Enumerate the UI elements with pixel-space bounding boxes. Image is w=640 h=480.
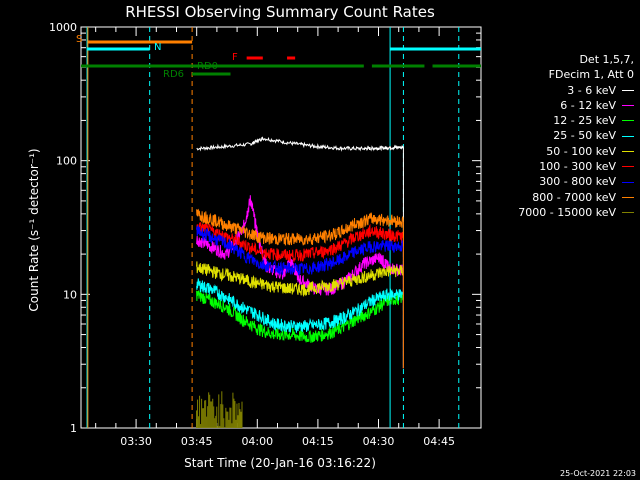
legend-entry-label: 3 - 6 keV — [567, 83, 616, 97]
x-tick-label: 03:30 — [120, 435, 152, 448]
x-tick-label: 04:00 — [241, 435, 273, 448]
legend-swatch — [622, 196, 634, 198]
legend-entry-label: 6 - 12 keV — [560, 98, 616, 112]
legend-entry-label: 800 - 7000 keV — [532, 190, 616, 204]
legend-swatch — [622, 181, 634, 183]
legend-header-line-1: Det 1,5,7, — [579, 53, 634, 66]
legend-swatch — [622, 120, 634, 122]
legend-entry: 12 - 25 keV — [518, 113, 634, 128]
x-tick-label: 04:30 — [363, 435, 395, 448]
generation-timestamp: 25-Oct-2021 22:03 — [560, 469, 636, 478]
flag-label: RD6 — [163, 69, 184, 80]
legend-entry: 800 - 7000 keV — [518, 190, 634, 205]
legend-entry-label: 12 - 25 keV — [553, 114, 616, 128]
legend-entry: 25 - 50 keV — [518, 128, 634, 143]
flag-label: RD0 — [197, 61, 218, 72]
legend-swatch — [622, 89, 634, 91]
legend-entry: 50 - 100 keV — [518, 144, 634, 159]
legend-swatch — [622, 135, 634, 137]
series-line — [196, 222, 404, 262]
legend-entry: 3 - 6 keV — [518, 83, 634, 98]
legend-entry-label: 7000 - 15000 keV — [518, 205, 616, 219]
y-tick-label: 1 — [70, 422, 77, 435]
legend-swatch — [622, 166, 634, 168]
plot-frame — [80, 26, 482, 429]
legend-entry: 300 - 800 keV — [518, 174, 634, 189]
legend-entry: 7000 - 15000 keV — [518, 205, 634, 220]
x-axis-label: Start Time (20-Jan-16 03:16:22) — [184, 456, 376, 470]
legend-entry-label: 300 - 800 keV — [539, 175, 616, 189]
flag-label: F — [232, 52, 238, 63]
x-tick-label: 03:45 — [181, 435, 213, 448]
legend-swatch — [622, 105, 634, 107]
x-tick-label: 04:15 — [302, 435, 334, 448]
series-line — [196, 225, 404, 276]
legend-entry-label: 100 - 300 keV — [539, 160, 616, 174]
legend-entry-label: 25 - 50 keV — [553, 129, 616, 143]
series-line — [196, 195, 404, 296]
legend-entry-label: 50 - 100 keV — [546, 144, 616, 158]
series-line — [196, 278, 404, 333]
y-tick-label: 100 — [56, 155, 77, 168]
legend-header-line-2: FDecim 1, Att 0 — [548, 68, 634, 82]
series-line — [196, 136, 404, 152]
y-tick-label: 1000 — [49, 21, 77, 34]
legend-entry: 6 - 12 keV — [518, 98, 634, 113]
series-line — [196, 290, 404, 343]
series-line — [196, 208, 404, 246]
y-tick-label: 10 — [63, 288, 77, 301]
flag-label: N — [154, 42, 161, 53]
legend-swatch — [622, 212, 634, 214]
legend: Det 1,5,7, FDecim 1, Att 0 3 - 6 keV 6 - … — [518, 52, 634, 220]
series-line — [196, 261, 404, 298]
legend-entry: 100 - 300 keV — [518, 159, 634, 174]
y-axis-label: Count Rate (s⁻¹ detector⁻¹) — [27, 148, 41, 311]
flag-label: S — [76, 34, 82, 45]
legend-swatch — [622, 150, 634, 152]
x-tick-label: 04:45 — [423, 435, 455, 448]
chart-title: RHESSI Observing Summary Count Rates — [125, 3, 435, 21]
